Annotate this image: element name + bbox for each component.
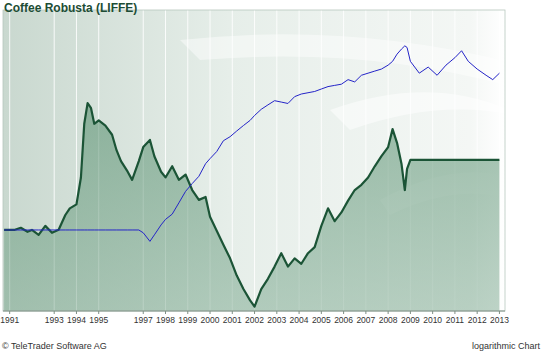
x-tick-label: 2002: [245, 315, 264, 325]
area-line: [4, 103, 499, 306]
x-tick: [499, 311, 500, 314]
x-tick: [388, 311, 389, 314]
x-tick: [165, 311, 166, 314]
x-tick: [343, 311, 344, 314]
x-tick-label: 1997: [134, 315, 153, 325]
x-tick: [365, 311, 366, 314]
x-tick-label: 2007: [356, 315, 375, 325]
x-tick: [187, 311, 188, 314]
page-bg: [0, 0, 544, 353]
swoosh: [330, 92, 530, 130]
x-tick-labels: 1991 199319941995 199719981999 200020012002…: [0, 311, 509, 325]
x-tick: [54, 311, 55, 314]
chart: 1991 199319941995 199719981999 200020012002…: [0, 0, 544, 353]
x-tick: [477, 311, 478, 314]
plot-frame: [3, 10, 505, 311]
line: [4, 46, 499, 242]
x-tick-label: 2006: [334, 315, 353, 325]
x-tick-label: 2008: [379, 315, 398, 325]
grid-line: [254, 10, 255, 311]
x-tick: [143, 311, 144, 314]
x-tick: [410, 311, 411, 314]
x-tick-label: 2005: [312, 315, 331, 325]
x-tick-label: 2004: [290, 315, 309, 325]
x-tick: [276, 311, 277, 314]
x-tick: [299, 311, 300, 314]
scale-note: logarithmic Chart: [472, 341, 541, 351]
x-tick-label: 1994: [67, 315, 86, 325]
x-tick-label: 1993: [45, 315, 64, 325]
x-tick-label: 2003: [267, 315, 286, 325]
x-tick: [76, 311, 77, 314]
x-tick-label: 1998: [156, 315, 175, 325]
x-tick-label: 1995: [89, 315, 108, 325]
x-tick: [432, 311, 433, 314]
x-tick: [232, 311, 233, 314]
x-axis: [3, 311, 505, 312]
x-tick-label: 2010: [423, 315, 442, 325]
swoosh: [180, 34, 540, 95]
x-tick: [254, 311, 255, 314]
series-group: [4, 46, 499, 311]
x-tick-label: 2009: [401, 315, 420, 325]
area-fill: [4, 103, 499, 311]
x-tick: [321, 311, 322, 314]
x-tick-label: 1991: [0, 315, 19, 325]
x-tick: [210, 311, 211, 314]
x-tick: [454, 311, 455, 314]
x-tick-label: 2012: [468, 315, 487, 325]
copyright: © TeleTrader Software AG: [2, 341, 107, 351]
x-tick: [9, 311, 10, 314]
x-tick-label: 1999: [178, 315, 197, 325]
x-tick-label: 2013: [490, 315, 509, 325]
x-tick: [98, 311, 99, 314]
x-tick-label: 2001: [223, 315, 242, 325]
x-tick-label: 2000: [201, 315, 220, 325]
title: Coffee Robusta (LIFFE): [4, 1, 137, 15]
x-tick-label: 2011: [446, 315, 465, 325]
